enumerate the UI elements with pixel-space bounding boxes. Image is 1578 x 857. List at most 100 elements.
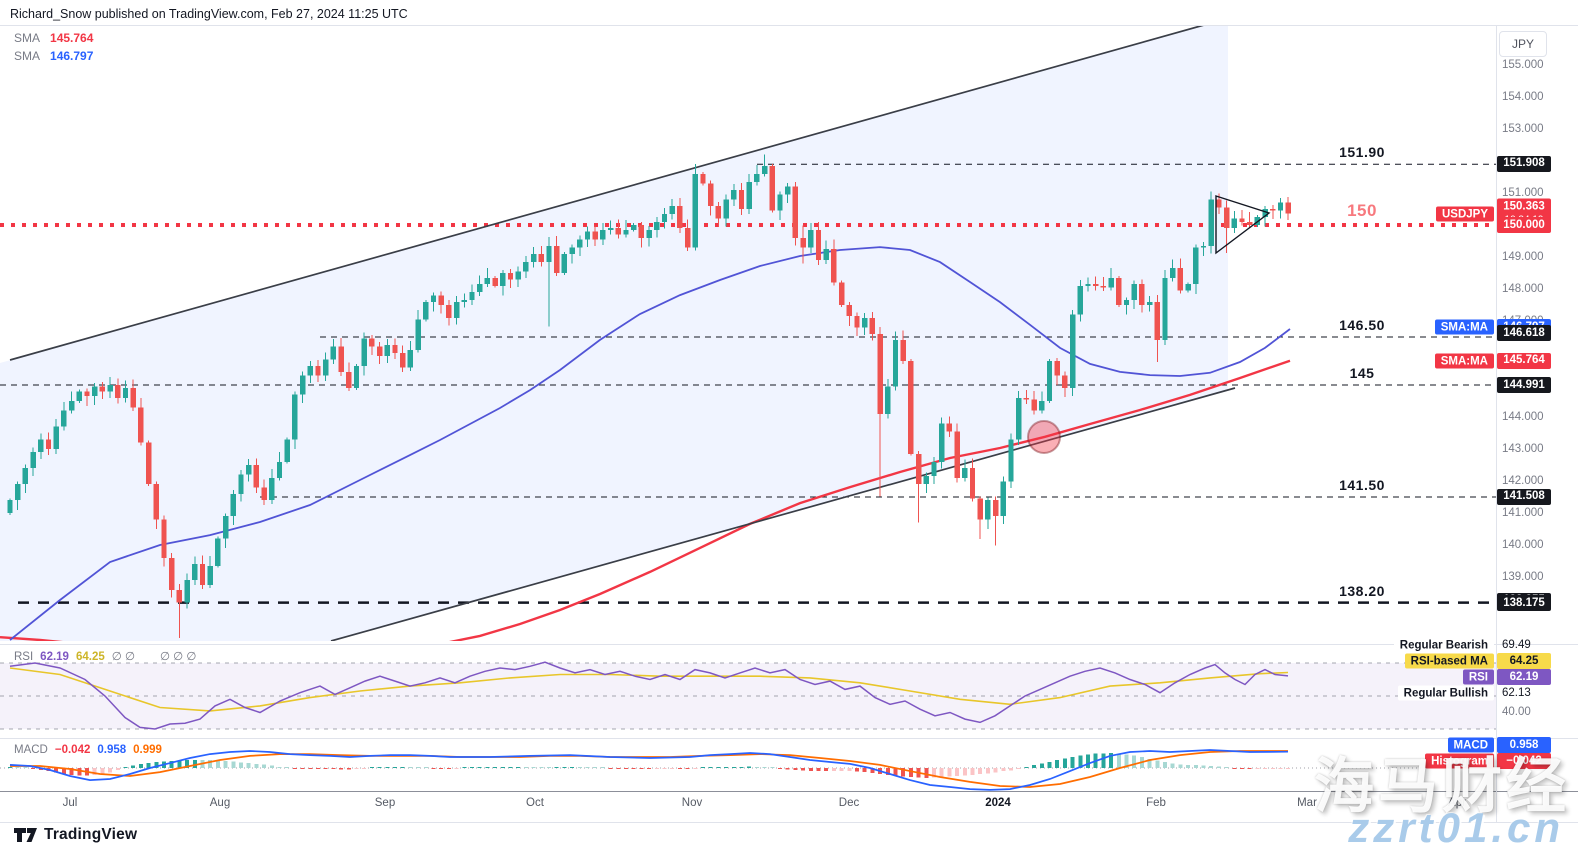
candle[interactable] [122, 380, 129, 403]
candle[interactable] [153, 481, 159, 529]
candle[interactable] [461, 293, 467, 308]
candle[interactable] [30, 447, 36, 476]
candle[interactable] [169, 553, 175, 598]
sma-red-line[interactable] [0, 359, 1291, 654]
candle[interactable] [754, 165, 760, 186]
tradingview-brand[interactable]: TradingView [44, 826, 138, 843]
candle[interactable] [808, 223, 814, 254]
candle[interactable] [607, 220, 614, 235]
candle[interactable] [592, 225, 598, 247]
candle[interactable] [946, 416, 953, 438]
candle[interactable] [1162, 270, 1168, 345]
candle[interactable] [92, 382, 98, 405]
sma-blue-line[interactable] [9, 246, 1291, 641]
candle[interactable] [700, 171, 706, 186]
candle[interactable] [600, 223, 606, 246]
candle[interactable] [1177, 258, 1184, 294]
candle[interactable] [1031, 390, 1037, 415]
candle[interactable] [885, 378, 891, 419]
candle[interactable] [469, 284, 475, 306]
channel-upper-line[interactable] [9, 25, 1205, 361]
candle[interactable] [61, 402, 67, 431]
candle[interactable] [415, 309, 421, 353]
candle[interactable] [977, 496, 983, 539]
price-pane[interactable] [0, 25, 1496, 654]
candle[interactable] [276, 452, 283, 481]
candle[interactable] [145, 440, 152, 487]
candle[interactable] [215, 536, 221, 568]
candle[interactable] [45, 432, 52, 455]
candle[interactable] [346, 362, 352, 392]
candle[interactable] [523, 256, 529, 279]
currency-toggle-button[interactable]: JPY [1499, 31, 1547, 57]
candle[interactable] [376, 341, 383, 364]
candle[interactable] [238, 469, 244, 502]
rsi-legend[interactable]: RSI 62.19 64.25 ∅ ∅ ∅ ∅ ∅ [14, 649, 203, 663]
sma-legend-row-red[interactable]: SMA 145.764 [14, 31, 93, 45]
candle[interactable] [684, 219, 691, 252]
candle[interactable] [369, 334, 375, 356]
candle[interactable] [846, 302, 852, 326]
candle[interactable] [1108, 268, 1114, 291]
candle[interactable] [915, 450, 922, 523]
tradingview-logo[interactable] [14, 825, 38, 845]
candle[interactable] [323, 352, 329, 382]
candle[interactable] [500, 270, 506, 296]
candle[interactable] [862, 313, 868, 336]
candle[interactable] [777, 191, 783, 221]
candle[interactable] [530, 247, 537, 268]
candle[interactable] [1062, 371, 1068, 397]
candle[interactable] [84, 388, 90, 406]
candle[interactable] [130, 379, 136, 412]
candle[interactable] [1200, 242, 1207, 256]
candle[interactable] [1039, 391, 1045, 414]
candle[interactable] [708, 180, 714, 216]
candle[interactable] [1277, 197, 1284, 219]
candle[interactable] [815, 222, 822, 265]
candle[interactable] [407, 341, 414, 372]
macd-line[interactable] [9, 749, 1289, 791]
candle[interactable] [1000, 476, 1006, 524]
candle[interactable] [507, 269, 514, 288]
candle[interactable] [299, 371, 306, 404]
candle[interactable] [615, 219, 621, 239]
candle[interactable] [800, 225, 806, 264]
candle[interactable] [792, 181, 799, 246]
candle[interactable] [338, 338, 344, 376]
candle[interactable] [954, 423, 960, 483]
candle[interactable] [962, 459, 968, 482]
candle[interactable] [477, 275, 483, 296]
candle[interactable] [492, 275, 498, 288]
candle[interactable] [1193, 244, 1199, 294]
candle[interactable] [1270, 205, 1276, 220]
candle[interactable] [38, 433, 44, 459]
candle[interactable] [1046, 359, 1053, 403]
candle[interactable] [1023, 390, 1030, 405]
candle[interactable] [1093, 276, 1099, 291]
candle[interactable] [939, 417, 945, 469]
candle[interactable] [246, 459, 252, 482]
candle[interactable] [76, 389, 82, 403]
candle[interactable] [330, 338, 337, 365]
candle[interactable] [384, 339, 390, 363]
candle[interactable] [1239, 210, 1245, 226]
candle[interactable] [292, 391, 298, 449]
candle[interactable] [284, 437, 290, 464]
candle[interactable] [115, 378, 121, 404]
candle[interactable] [1054, 358, 1060, 385]
candle[interactable] [22, 464, 29, 493]
candle[interactable] [869, 312, 876, 341]
sma-legend-row-blue[interactable]: SMA 146.797 [14, 49, 93, 63]
candle[interactable] [99, 381, 106, 400]
candle[interactable] [631, 223, 637, 232]
candle[interactable] [192, 556, 198, 586]
channel-lower-line[interactable] [330, 387, 1236, 641]
candle[interactable] [230, 490, 236, 525]
candle[interactable] [892, 331, 899, 391]
candle[interactable] [484, 268, 491, 288]
candle[interactable] [400, 345, 406, 373]
candle[interactable] [584, 226, 591, 248]
candle[interactable] [423, 299, 429, 322]
candle[interactable] [222, 513, 229, 549]
